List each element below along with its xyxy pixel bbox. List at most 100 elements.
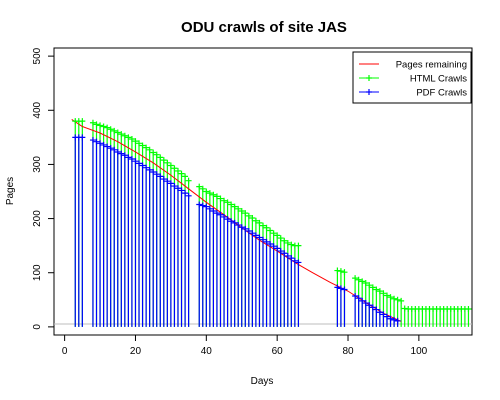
html-crawl-point [128,135,135,142]
pdf-crawl-point [291,257,298,264]
pdf-crawl-point [366,302,373,309]
pdf-crawl-point [100,141,107,148]
html-crawl-point [114,129,121,136]
html-crawl-point [231,203,238,210]
y-axis-label: Pages [5,177,16,205]
pdf-crawl-point [341,286,348,293]
html-crawl-point [100,123,107,130]
html-crawl-point [143,144,150,151]
html-crawl-point [398,297,405,304]
x-tick-label: 80 [342,346,354,357]
html-crawl-point [394,296,401,303]
pdf-crawl-point [160,176,167,183]
html-crawl-point [210,191,217,198]
pdf-crawl-point [238,224,245,231]
html-crawl-point [178,170,185,177]
pdf-crawl-point [362,300,369,307]
html-crawl-point [387,294,394,301]
html-crawl-point [136,140,143,147]
html-crawl-point [277,235,284,242]
y-tick-label: 500 [32,47,43,64]
html-crawl-point [362,280,369,287]
pdf-crawl-point [245,228,252,235]
pdf-crawl-point [284,252,291,259]
pdf-crawl-point [373,306,380,313]
html-crawl-point [89,119,96,126]
html-crawl-point [274,232,281,239]
html-crawl-point [373,286,380,293]
html-crawl-point [146,146,153,153]
pdf-crawl-point [295,259,302,266]
pdf-crawl-point [114,148,121,155]
html-crawl-point [238,207,245,214]
pdf-crawl-point [256,234,263,241]
html-crawl-point [199,185,206,192]
html-crawl-point [182,173,189,180]
pdf-crawl-point [143,164,150,171]
pdf-crawl-point [252,232,259,239]
pdf-crawl-point [277,248,284,255]
pdf-crawl-point [337,285,344,292]
legend-entry-label: Pages remaining [396,60,467,71]
axis-ticks: 0 20 40 60 80 100 0 100 200 300 400 500 [32,47,428,357]
x-tick-label: 60 [272,346,284,357]
html-crawl-point [139,142,146,149]
pdf-crawl-point [107,145,114,152]
pdf-crawl-point [196,201,203,208]
pdf-crawl-point [146,166,153,173]
pdf-crawl-point [224,216,231,223]
pdf-crawl-point [288,255,295,262]
pdf-crawl-point [217,211,224,218]
pdf-crawl-point [267,241,274,248]
pdf-crawl-point [263,238,270,245]
html-crawl-point [281,237,288,244]
pdf-crawl-point [93,138,100,145]
html-crawl-point [217,195,224,202]
html-crawl-point [284,239,291,246]
pdf-crawl-point [334,284,341,291]
pdf-crawl-point [167,180,174,187]
html-crawl-point [267,227,274,234]
html-crawl-point [376,288,383,295]
pdf-crawl-point [182,190,189,197]
pdf-crawl-point [235,222,242,229]
y-tick-label: 400 [32,101,43,118]
html-crawl-point [150,149,157,156]
y-tick-label: 300 [32,156,43,173]
pdf-crawl-point [79,134,86,141]
pdf-crawl-point [391,316,398,323]
html-crawl-point [167,162,174,169]
html-crawl-point [111,127,118,134]
chart-title: ODU crawls of site JAS [181,19,347,36]
legend: Pages remaining HTML Crawls PDF Crawls [352,51,472,104]
x-tick-label: 20 [130,346,142,357]
pdf-crawl-point [150,169,157,176]
legend-entry-label: PDF Crawls [416,88,467,99]
pdf-crawl-point [118,150,125,157]
pdf-crawl-point [380,311,387,318]
pdf-crawl-point [136,160,143,167]
pdf-crawl-point [132,158,139,165]
pdf-crawl-point [228,218,235,225]
html-crawl-point [341,269,348,276]
html-crawl-point [369,284,376,291]
x-axis-label: Days [251,376,274,387]
plot-area [71,118,472,327]
pdf-crawl-point [199,202,206,209]
html-crawl-point [121,132,128,139]
html-crawl-point [263,224,270,231]
html-crawl-point [213,193,220,200]
pdf-crawl-point [104,143,111,150]
pdf-crawl-point [185,192,192,199]
y-tick-label: 100 [32,264,43,281]
pdf-crawl-point [171,183,178,190]
html-crawl-point [97,122,104,129]
html-crawl-point [125,134,132,141]
pdf-crawl-point [394,317,401,324]
html-crawl-point [242,210,249,217]
pdf-crawl-point [355,295,362,302]
html-crawl-point [391,295,398,302]
pdf-crawl-point [89,137,96,144]
x-tick-label: 40 [201,346,213,357]
